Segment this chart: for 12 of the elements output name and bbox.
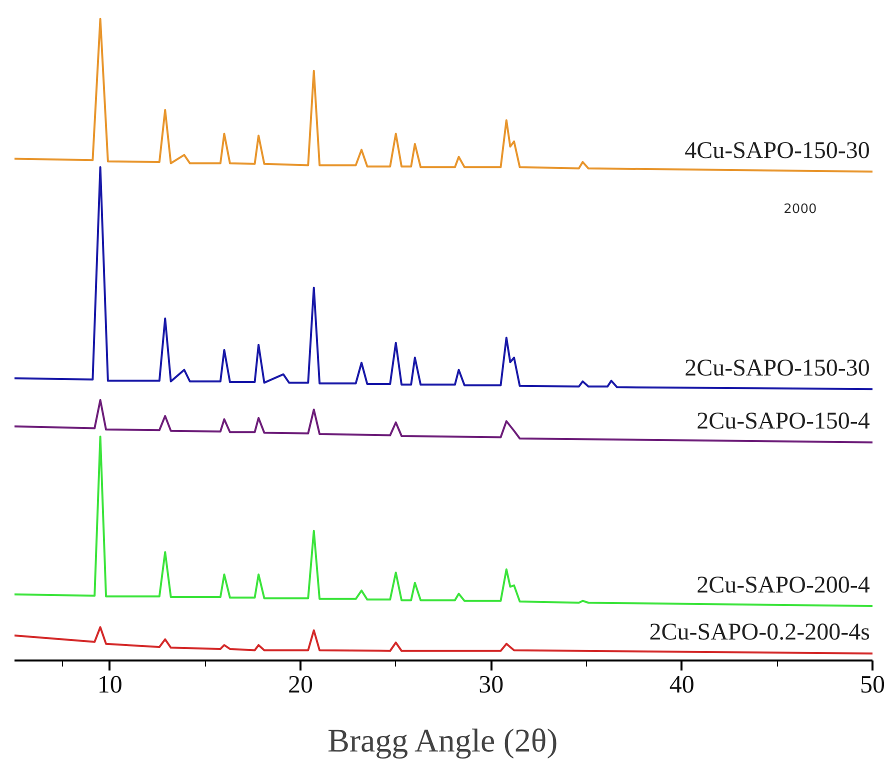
series-label: 2Cu-SAPO-200-4: [696, 572, 870, 598]
series-label: 2Cu-SAPO-0.2-200-4s: [649, 620, 870, 646]
series-label: 4Cu-SAPO-150-30: [684, 138, 870, 164]
series-label: 2Cu-SAPO-150-30: [684, 355, 870, 382]
x-tick-label: 50: [860, 672, 885, 698]
series-label: 2Cu-SAPO-150-4: [696, 408, 870, 435]
x-tick-label: 20: [288, 672, 313, 698]
x-tick-label: 10: [97, 672, 122, 698]
x-axis-title: Bragg Angle (2θ): [327, 724, 558, 760]
annotation: 2000: [784, 202, 817, 218]
x-tick-label: 40: [669, 672, 694, 698]
x-tick-label: 30: [478, 672, 504, 698]
